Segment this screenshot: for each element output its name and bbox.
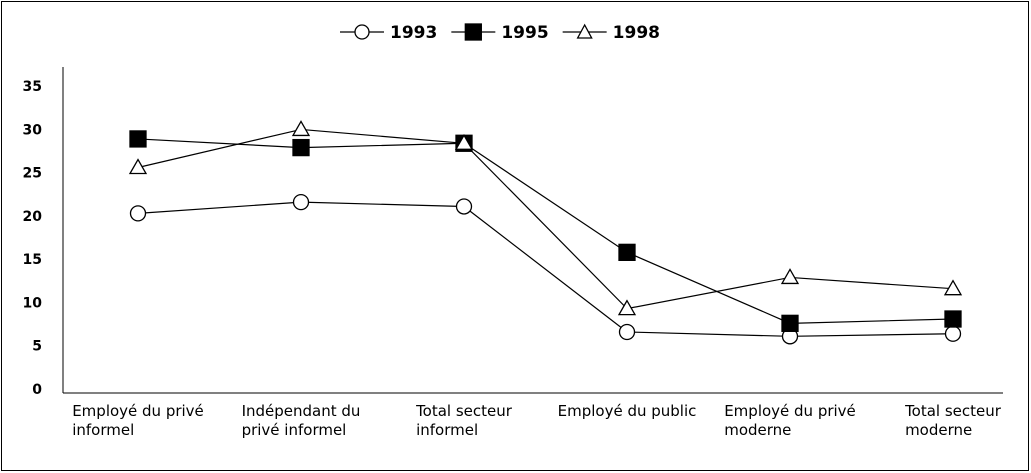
marker — [781, 314, 799, 332]
legend-marker — [464, 23, 482, 41]
y-tick-label: 25 — [23, 166, 42, 182]
x-tick-label: Total secteur moderne — [905, 402, 1001, 439]
legend-label: 1995 — [501, 23, 548, 43]
series-line — [137, 201, 954, 337]
legend-marker — [354, 24, 370, 40]
marker — [292, 138, 310, 157]
legend-label: 1993 — [390, 23, 437, 43]
marker — [291, 120, 311, 137]
marker — [618, 323, 636, 341]
y-tick-label: 30 — [23, 122, 43, 138]
x-tick-label: Total secteur informel — [416, 402, 512, 439]
marker — [943, 279, 963, 296]
x-tick-label-box: Employé du privé moderne — [705, 402, 875, 440]
marker — [129, 205, 147, 222]
x-tick-label-box: Total secteur informel — [379, 402, 549, 440]
x-tick-label: Indépendant du privé informel — [241, 402, 361, 439]
x-tick-label-box: Employé du privé informel — [53, 402, 223, 440]
marker — [617, 299, 637, 316]
x-tick-label: Employé du privé informel — [72, 402, 204, 439]
x-tick-label: Employé du public — [557, 402, 697, 420]
x-tick-label-box: Total secteur moderne — [868, 402, 1031, 440]
y-tick-label: 15 — [23, 252, 42, 268]
series-line — [137, 138, 954, 324]
y-tick-label: 35 — [23, 79, 42, 95]
legend-label: 1998 — [613, 23, 660, 43]
y-tick-label: 20 — [23, 209, 43, 225]
x-tick-label-box: Indépendant du privé informel — [216, 402, 386, 440]
legend-marker — [576, 23, 593, 39]
marker — [944, 310, 962, 328]
y-tick-label: 10 — [23, 295, 43, 311]
marker — [454, 133, 474, 150]
series-line — [137, 128, 954, 310]
y-tick-label: 5 — [32, 339, 42, 355]
marker — [618, 243, 636, 262]
marker — [292, 193, 310, 211]
marker — [455, 198, 473, 215]
x-tick-label: Employé du privé moderne — [724, 402, 856, 439]
marker — [128, 158, 148, 175]
marker — [780, 268, 800, 285]
x-tick-label-box: Employé du public — [542, 402, 712, 421]
marker — [944, 325, 962, 342]
marker — [129, 130, 147, 148]
y-tick-label: 0 — [32, 382, 42, 398]
